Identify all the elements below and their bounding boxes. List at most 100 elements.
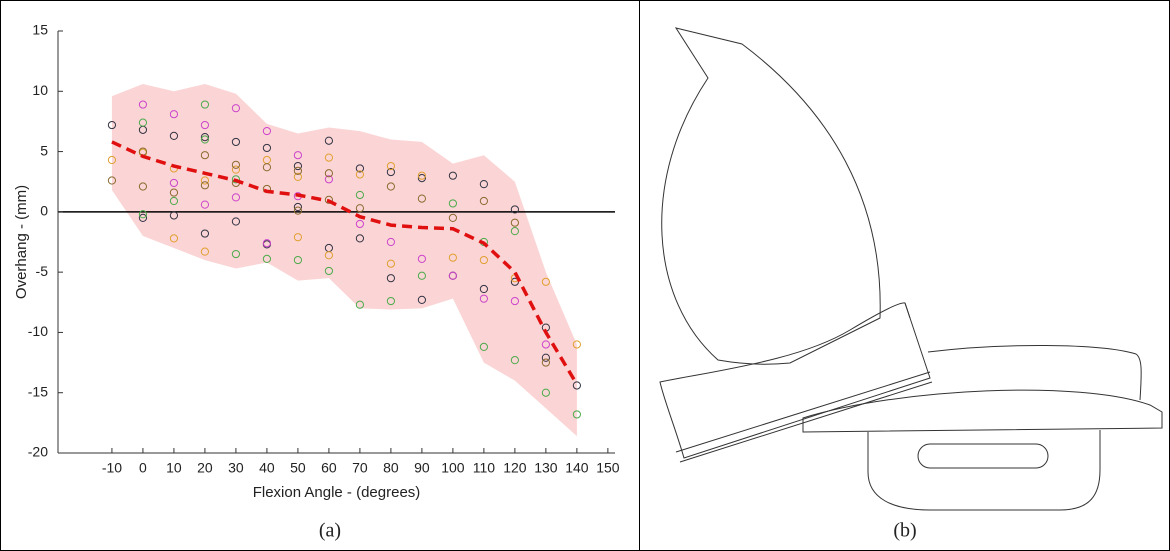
data-point	[479, 284, 488, 294]
data-point	[138, 210, 148, 219]
data-point	[293, 172, 303, 181]
data-point	[231, 160, 241, 169]
x-tick-label: 10	[166, 460, 182, 476]
data-point	[386, 167, 395, 177]
data-point	[231, 165, 241, 174]
data-point	[169, 196, 179, 206]
data-point	[231, 175, 241, 184]
data-point	[262, 239, 272, 248]
data-point	[169, 131, 179, 140]
data-point	[386, 259, 395, 268]
data-point	[107, 176, 117, 185]
data-point	[417, 295, 426, 304]
y-tick-label: -15	[28, 383, 48, 399]
data-point	[138, 182, 148, 191]
data-point	[138, 100, 148, 109]
x-tick-label: 120	[503, 460, 527, 476]
data-point	[107, 120, 117, 130]
data-point	[479, 196, 488, 206]
data-point	[200, 135, 210, 144]
y-tick-label: 15	[32, 22, 48, 38]
data-point	[200, 229, 210, 238]
data-point	[262, 254, 272, 263]
x-tick-label: 60	[321, 460, 337, 476]
data-point	[510, 205, 519, 214]
data-point	[231, 249, 241, 259]
insert	[659, 302, 931, 459]
x-tick-label: 70	[352, 460, 368, 476]
data-point	[479, 342, 488, 351]
data-point	[324, 153, 334, 162]
data-point	[510, 296, 519, 306]
data-point	[417, 194, 426, 203]
x-tick-label: 80	[383, 460, 399, 476]
data-point	[386, 182, 395, 191]
data-point	[200, 120, 210, 130]
data-point	[262, 143, 272, 153]
data-point	[448, 213, 457, 222]
data-point	[138, 213, 148, 222]
x-axis-label: Flexion Angle - (degrees)	[253, 484, 421, 501]
data-point	[231, 104, 241, 113]
data-point	[479, 294, 488, 303]
data-point	[293, 233, 303, 242]
data-point	[293, 255, 303, 265]
data-point	[200, 133, 210, 142]
x-tick-label: 150	[596, 460, 620, 476]
data-point	[200, 181, 210, 190]
data-point	[200, 100, 210, 109]
x-tick-label: 0	[139, 460, 147, 476]
data-point	[231, 217, 241, 226]
caption: (a)	[319, 520, 341, 542]
y-tick-label: -5	[36, 263, 49, 279]
data-point	[324, 195, 334, 204]
y-tick-label: 10	[32, 82, 48, 98]
data-point	[355, 170, 365, 179]
x-tick-label: 130	[534, 460, 558, 476]
data-point	[293, 206, 303, 215]
x-tick-label: 30	[228, 460, 244, 476]
caption: (b)	[893, 520, 916, 542]
data-point	[262, 163, 272, 172]
data-point	[386, 237, 395, 247]
data-point	[386, 161, 395, 171]
data-point	[541, 358, 550, 367]
data-point	[448, 253, 457, 262]
x-tick-label: 20	[197, 460, 213, 476]
data-point	[293, 166, 303, 175]
x-tick-label: 40	[259, 460, 275, 476]
insert-edge	[675, 302, 933, 463]
y-tick-label: 0	[40, 203, 48, 219]
data-point	[169, 188, 179, 197]
plot: -20 -15 -10 -5 0 5 10 15 -10 0 10 20 30 40 50 60 70 80 90 1…	[13, 22, 620, 501]
y-tick-label: -10	[28, 323, 48, 339]
x-tick-label: 100	[441, 460, 465, 476]
data-point	[138, 118, 148, 127]
data-point	[324, 251, 334, 260]
data-point	[200, 200, 210, 209]
data-point	[417, 171, 426, 180]
data-point	[572, 381, 581, 390]
femoral-component	[661, 27, 881, 365]
x-tick-label: 140	[565, 460, 589, 476]
data-point	[169, 211, 179, 220]
mean-line	[111, 140, 579, 386]
data-point	[386, 274, 395, 283]
y-tick-label: -20	[28, 444, 48, 460]
tibial-rim	[927, 344, 1142, 401]
data-point	[572, 410, 581, 419]
data-point	[510, 227, 519, 236]
data-point	[417, 173, 426, 183]
data-point	[355, 204, 365, 213]
data-point	[355, 164, 365, 173]
data-point	[541, 340, 550, 349]
data-point	[324, 175, 334, 184]
data-point	[231, 137, 241, 147]
data-point	[448, 199, 457, 208]
data-point	[200, 151, 210, 160]
data-point	[262, 126, 272, 136]
data-point	[324, 136, 334, 145]
data-point	[231, 193, 241, 202]
keel	[867, 430, 1101, 511]
